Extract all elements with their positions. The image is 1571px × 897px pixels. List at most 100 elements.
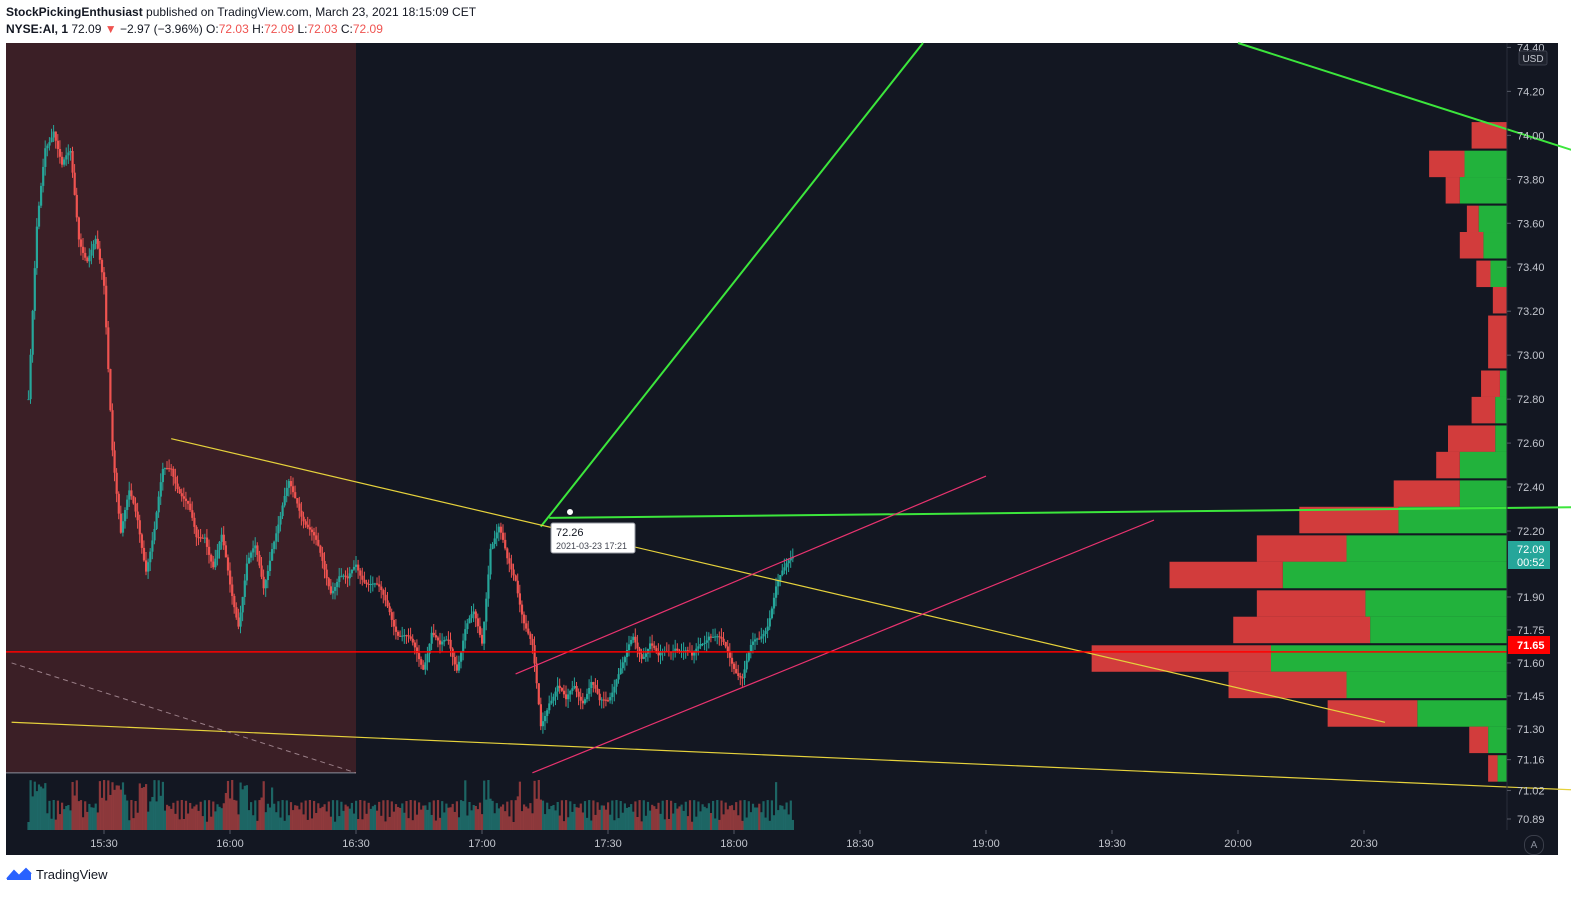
candle-body: [739, 675, 742, 678]
volume-bar: [422, 805, 425, 830]
candle-body: [151, 540, 154, 552]
volume-bar: [663, 819, 666, 830]
candle-body: [730, 657, 734, 664]
candle-body: [777, 580, 780, 587]
volume-bar: [44, 783, 47, 830]
profile-buy-bar: [1499, 370, 1507, 397]
volume-bar: [140, 787, 143, 830]
candle-body: [621, 662, 624, 669]
volume-bar: [252, 815, 255, 830]
volume-bar: [657, 802, 660, 830]
volume-bar: [600, 805, 603, 830]
volume-bar: [33, 781, 36, 830]
volume-bar: [262, 781, 265, 830]
volume-bar: [449, 807, 452, 830]
volume-bar: [739, 800, 742, 830]
volume-bar: [472, 804, 475, 830]
volume-bar: [619, 801, 622, 830]
volume-bar: [567, 817, 570, 830]
volume-bar: [609, 814, 612, 830]
volume-bar: [749, 812, 752, 830]
candle-body: [237, 617, 240, 627]
time-tick-label: 18:00: [720, 838, 748, 850]
candle-body: [481, 634, 484, 644]
candle-body: [84, 252, 87, 258]
candle-body: [258, 554, 261, 566]
price-tick-label: 72.40: [1517, 482, 1545, 494]
candle-body: [48, 142, 51, 146]
volume-bar: [667, 818, 671, 830]
candle-body: [296, 498, 299, 504]
candle-body: [287, 481, 290, 488]
candle-body: [619, 668, 622, 675]
candle-body: [651, 643, 654, 646]
volume-bar: [384, 821, 387, 830]
volume-bar: [659, 813, 662, 830]
candle-body: [247, 557, 251, 564]
volume-bar: [117, 785, 120, 830]
candle-body: [415, 647, 419, 654]
candle-body: [422, 664, 425, 670]
candle-body: [741, 677, 744, 679]
price-tick-label: 71.16: [1517, 755, 1545, 767]
candle-body: [531, 638, 534, 646]
candle-body: [380, 586, 383, 591]
author-name[interactable]: StockPickingEnthusiast: [6, 5, 143, 19]
candle-body: [407, 635, 410, 637]
profile-buy-bar: [1497, 755, 1507, 782]
candle-body: [592, 682, 595, 685]
candle-body: [321, 552, 324, 561]
candle-body: [180, 493, 183, 497]
volume-bar: [399, 807, 402, 830]
volume-bar: [271, 787, 274, 830]
profile-sell-bar: [1471, 396, 1496, 424]
volume-bar: [168, 806, 171, 830]
volume-bar: [50, 818, 53, 830]
volume-bar: [756, 807, 759, 830]
volume-bar: [245, 785, 248, 830]
candle-body: [445, 639, 448, 641]
volume-bar: [781, 805, 784, 830]
candle-body: [283, 495, 286, 506]
candle-body: [426, 653, 429, 663]
volume-bar: [554, 810, 557, 830]
candle-body: [789, 558, 792, 561]
volume-profile: [1091, 122, 1507, 782]
volume-bar: [544, 814, 547, 830]
candle-body: [94, 238, 97, 244]
candle-body: [317, 539, 320, 546]
volume-bar: [166, 804, 169, 830]
volume-bar: [712, 800, 715, 830]
candle-body: [640, 654, 643, 659]
candle-body: [277, 524, 280, 534]
volume-bar: [562, 821, 566, 830]
candle-body: [707, 636, 710, 641]
profile-buy-bar: [1464, 150, 1507, 178]
candle-body: [686, 650, 689, 652]
volume-bar: [88, 803, 91, 830]
candle-body: [447, 639, 450, 641]
volume-bar: [777, 810, 780, 830]
green-trend-line: [540, 42, 924, 528]
symbol-label[interactable]: NYSE:AI, 1: [6, 22, 69, 36]
auto-scale-button[interactable]: A: [1524, 835, 1544, 855]
profile-sell-bar: [1327, 700, 1418, 727]
profile-sell-bar: [1488, 755, 1498, 782]
candle-body: [453, 656, 456, 665]
candle-body: [745, 660, 748, 670]
volume-bar: [775, 782, 778, 830]
publish-line: StockPickingEnthusiast published on Trad…: [6, 4, 476, 21]
volume-bar: [432, 800, 435, 830]
brand-name[interactable]: TradingView: [36, 866, 108, 882]
volume-bar: [287, 815, 290, 830]
candle-body: [172, 468, 175, 477]
volume-bar: [79, 800, 83, 830]
candle-body: [271, 549, 274, 561]
volume-bar: [124, 794, 127, 830]
volume-bar: [308, 800, 311, 830]
tradingview-logo-icon: [6, 867, 32, 880]
candle-body: [289, 481, 293, 487]
candle-body: [495, 532, 498, 539]
candle-body: [577, 691, 580, 697]
